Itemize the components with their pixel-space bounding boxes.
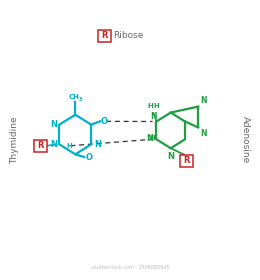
Text: 3: 3: [79, 97, 82, 102]
Text: N: N: [50, 120, 57, 129]
Text: O: O: [101, 117, 108, 126]
Text: H: H: [67, 143, 73, 149]
Text: CH: CH: [69, 94, 80, 101]
Text: N: N: [200, 129, 206, 137]
Text: R: R: [37, 141, 44, 150]
Text: H: H: [150, 136, 155, 141]
Text: N: N: [94, 140, 101, 149]
Text: N: N: [50, 140, 57, 149]
Text: N: N: [200, 97, 206, 106]
Text: H: H: [147, 103, 153, 109]
Text: Adenosine: Adenosine: [241, 116, 250, 164]
Text: shutterstock.com · 2506080645: shutterstock.com · 2506080645: [91, 265, 169, 270]
Text: R: R: [183, 156, 190, 165]
Text: Thymidine: Thymidine: [10, 116, 19, 164]
FancyBboxPatch shape: [34, 140, 47, 152]
FancyBboxPatch shape: [98, 30, 111, 42]
Text: H: H: [153, 103, 159, 109]
Text: R: R: [101, 31, 108, 40]
Text: N: N: [150, 112, 156, 121]
FancyBboxPatch shape: [180, 155, 193, 167]
Text: N: N: [168, 151, 175, 160]
Text: Ribose: Ribose: [113, 31, 144, 40]
Text: N: N: [146, 134, 153, 143]
Text: O: O: [85, 153, 92, 162]
